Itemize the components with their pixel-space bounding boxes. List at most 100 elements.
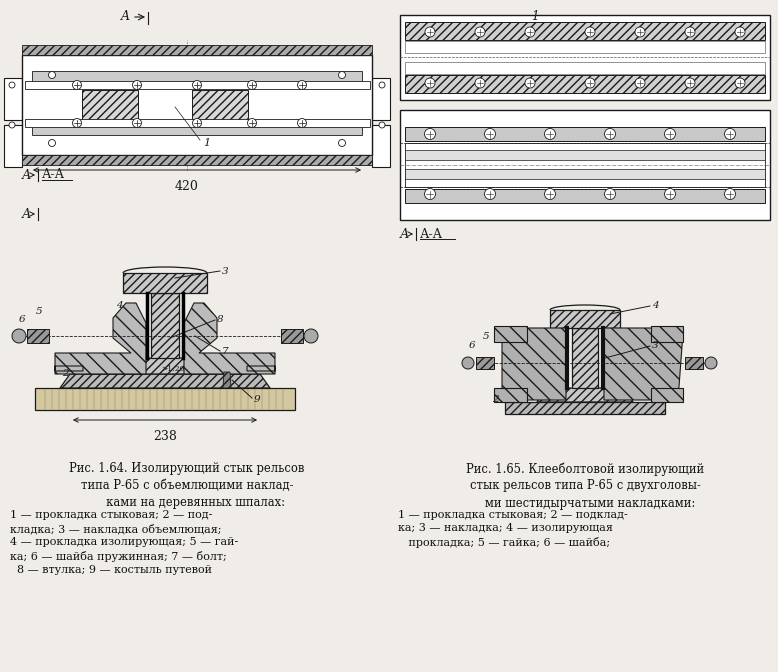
- Circle shape: [9, 82, 15, 88]
- Text: 420: 420: [175, 180, 199, 193]
- Polygon shape: [405, 143, 765, 187]
- Polygon shape: [502, 328, 566, 400]
- Circle shape: [192, 118, 202, 128]
- Circle shape: [525, 78, 535, 88]
- Circle shape: [705, 357, 717, 369]
- Circle shape: [9, 122, 15, 128]
- Circle shape: [664, 189, 675, 200]
- Polygon shape: [32, 123, 362, 135]
- Text: А: А: [400, 228, 409, 241]
- Text: 6: 6: [19, 315, 26, 324]
- Polygon shape: [685, 357, 703, 369]
- Circle shape: [12, 329, 26, 343]
- Circle shape: [545, 189, 555, 200]
- Text: 4: 4: [652, 302, 659, 310]
- Circle shape: [475, 27, 485, 37]
- Circle shape: [735, 78, 745, 88]
- Circle shape: [545, 128, 555, 140]
- Polygon shape: [184, 303, 275, 374]
- Polygon shape: [405, 127, 765, 141]
- Polygon shape: [405, 22, 765, 40]
- Polygon shape: [82, 90, 138, 120]
- Circle shape: [425, 27, 435, 37]
- Text: 2: 2: [492, 394, 499, 403]
- Text: А: А: [22, 208, 31, 221]
- Circle shape: [462, 357, 474, 369]
- Circle shape: [338, 140, 345, 146]
- Polygon shape: [651, 326, 683, 342]
- Circle shape: [48, 140, 55, 146]
- Circle shape: [425, 189, 436, 200]
- Polygon shape: [123, 273, 207, 293]
- Polygon shape: [405, 150, 765, 160]
- Circle shape: [48, 71, 55, 79]
- Polygon shape: [400, 15, 770, 100]
- Circle shape: [685, 27, 695, 37]
- Text: 1 — прокладка стыковая; 2 — под-
кладка; 3 — накладка объемлющая;
4 — прокладка : 1 — прокладка стыковая; 2 — под- кладка;…: [10, 510, 238, 575]
- Circle shape: [247, 81, 257, 89]
- Polygon shape: [372, 78, 390, 120]
- Polygon shape: [405, 62, 765, 74]
- Circle shape: [735, 27, 745, 37]
- Circle shape: [635, 78, 645, 88]
- Text: А: А: [22, 169, 31, 182]
- Polygon shape: [192, 90, 248, 120]
- Circle shape: [685, 78, 695, 88]
- Text: 1 — прокладка стыковая; 2 — подклад-
ка; 3 — накладка; 4 — изолирующая
   прокла: 1 — прокладка стыковая; 2 — подклад- ка;…: [398, 510, 628, 548]
- Text: 2: 2: [61, 370, 68, 378]
- Circle shape: [425, 78, 435, 88]
- Circle shape: [72, 81, 82, 89]
- Circle shape: [605, 189, 615, 200]
- Text: 9: 9: [254, 396, 261, 405]
- Text: Рис. 1.64. Изолирующий стык рельсов
типа Р-65 с объемлющими наклад-
     ками на: Рис. 1.64. Изолирующий стык рельсов типа…: [69, 462, 305, 509]
- Polygon shape: [55, 303, 146, 374]
- Polygon shape: [494, 326, 527, 342]
- Text: 7: 7: [222, 347, 229, 355]
- Circle shape: [724, 189, 735, 200]
- Text: 6: 6: [468, 341, 475, 350]
- Polygon shape: [32, 71, 362, 83]
- Polygon shape: [27, 329, 49, 343]
- Polygon shape: [223, 372, 231, 388]
- Circle shape: [475, 78, 485, 88]
- Polygon shape: [505, 402, 665, 414]
- Circle shape: [585, 27, 595, 37]
- Circle shape: [525, 27, 535, 37]
- Polygon shape: [400, 110, 770, 220]
- Text: 4: 4: [116, 301, 122, 310]
- Polygon shape: [4, 125, 22, 167]
- Polygon shape: [405, 189, 765, 203]
- Circle shape: [297, 81, 307, 89]
- Circle shape: [132, 81, 142, 89]
- Text: 1: 1: [531, 10, 538, 23]
- Text: 1: 1: [203, 138, 210, 148]
- Polygon shape: [151, 293, 179, 358]
- Polygon shape: [405, 41, 765, 53]
- Text: 238: 238: [153, 430, 177, 443]
- Text: 3: 3: [652, 341, 659, 351]
- Text: А-А: А-А: [42, 169, 65, 181]
- Polygon shape: [572, 328, 598, 388]
- Polygon shape: [604, 328, 683, 400]
- Circle shape: [72, 118, 82, 128]
- Circle shape: [247, 118, 257, 128]
- Polygon shape: [494, 388, 527, 402]
- Circle shape: [379, 122, 385, 128]
- Circle shape: [585, 78, 595, 88]
- Polygon shape: [405, 169, 765, 179]
- Circle shape: [297, 118, 307, 128]
- Polygon shape: [537, 388, 633, 402]
- Text: >1:20: >1:20: [161, 365, 184, 373]
- Text: 8: 8: [217, 315, 223, 325]
- Polygon shape: [22, 155, 372, 165]
- Circle shape: [605, 128, 615, 140]
- Circle shape: [664, 128, 675, 140]
- Polygon shape: [60, 374, 270, 388]
- Polygon shape: [35, 388, 295, 410]
- Polygon shape: [550, 310, 620, 328]
- Circle shape: [192, 81, 202, 89]
- Circle shape: [132, 118, 142, 128]
- Circle shape: [338, 71, 345, 79]
- Text: Рис. 1.65. Клееболтовой изолирующий
стык рельсов типа Р-65 с двухголовы-
   ми ш: Рис. 1.65. Клееболтовой изолирующий стык…: [466, 462, 704, 509]
- Polygon shape: [22, 45, 372, 55]
